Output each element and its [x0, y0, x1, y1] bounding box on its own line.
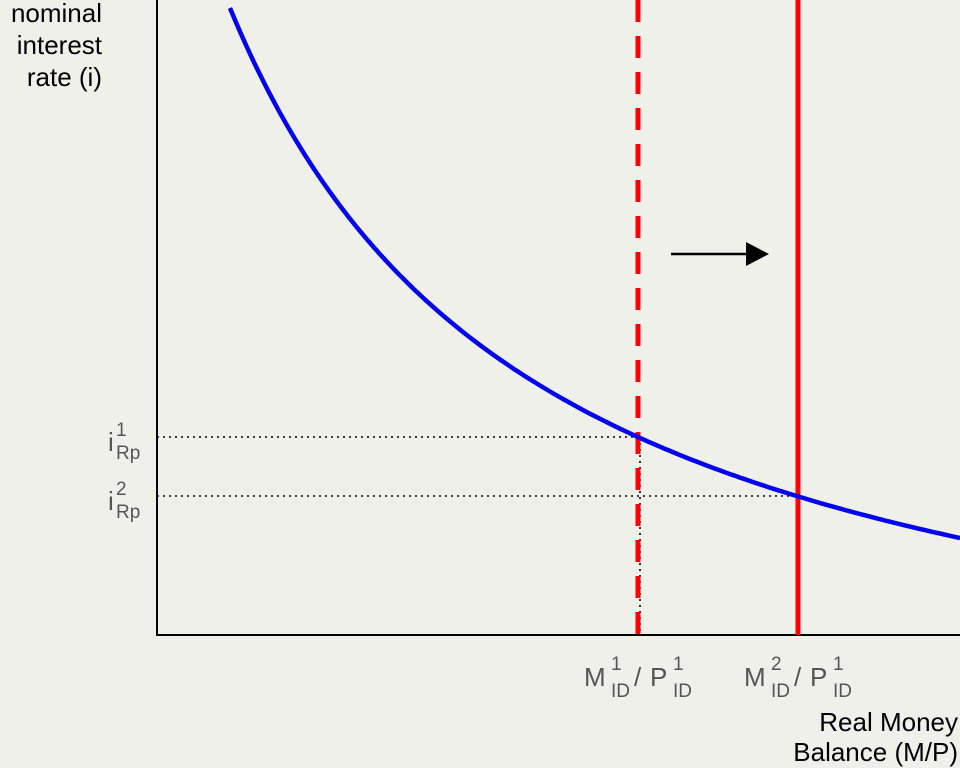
- x-tick-sub: ID: [673, 681, 692, 702]
- arrow-head: [746, 242, 769, 266]
- x-tick-base: P: [650, 662, 667, 692]
- x-tick-sup: 2: [771, 654, 782, 675]
- x-tick-sep: /: [794, 662, 802, 692]
- x-axis-label: Real Money: [819, 707, 958, 737]
- x-tick-sub: ID: [833, 681, 852, 702]
- y-tick-sup: 1: [116, 420, 127, 441]
- y-axis-label: interest: [17, 30, 103, 60]
- y-tick-sub: Rp: [116, 502, 140, 523]
- x-tick-sub: ID: [611, 681, 630, 702]
- x-tick: M 1 ID / P 1 ID: [584, 654, 692, 702]
- x-tick-base: P: [810, 662, 827, 692]
- x-tick-sup: 1: [611, 654, 622, 675]
- x-tick-base: M: [584, 662, 606, 692]
- x-axis-label: Balance (M/P): [793, 737, 958, 767]
- y-tick-base: i: [108, 486, 114, 516]
- x-tick-sup: 1: [833, 654, 844, 675]
- y-tick-base: i: [108, 427, 114, 457]
- money-demand-curve: [227, 7, 960, 541]
- y-tick-sub: Rp: [116, 443, 140, 464]
- x-tick-base: M: [744, 662, 766, 692]
- y-axis-label: nominal: [11, 0, 102, 28]
- y-axis-label: rate (i): [27, 62, 102, 92]
- x-tick-sub: ID: [771, 681, 790, 702]
- y-tick-sup: 2: [116, 479, 127, 500]
- x-tick-sep: /: [634, 662, 642, 692]
- x-tick-sup: 1: [673, 654, 684, 675]
- x-tick: M 2 ID / P 1 ID: [744, 654, 852, 702]
